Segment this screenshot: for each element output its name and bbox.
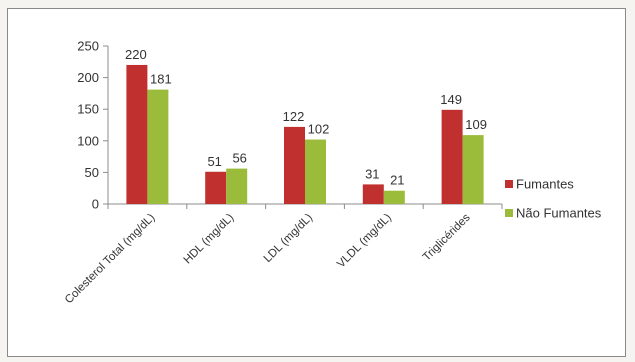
legend: Fumantes Não Fumantes <box>505 177 602 221</box>
bar-fumantes <box>205 171 227 204</box>
x-category-label: Triglicérides <box>421 211 473 263</box>
data-label-fumantes: 220 <box>125 47 147 62</box>
legend-label: Fumantes <box>516 177 574 192</box>
y-tick-label: 100 <box>77 133 99 148</box>
bars <box>126 64 484 205</box>
data-label-fumantes: 51 <box>207 154 221 169</box>
y-tick-label: 200 <box>77 70 99 85</box>
x-category-label: Colesterol Total (mg/dL) <box>63 212 158 307</box>
x-category-label: VLDL (mg/dL) <box>335 212 394 271</box>
data-label-fumantes: 149 <box>440 92 462 107</box>
x-axis: Colesterol Total (mg/dL) HDL (mg/dL) LDL (… <box>63 203 503 307</box>
bar-fumantes <box>441 109 463 204</box>
data-label-fumantes: 122 <box>283 109 305 124</box>
y-tick-label: 0 <box>92 197 99 212</box>
bar-nao-fumantes <box>147 89 169 204</box>
y-tick-label: 250 <box>77 39 99 54</box>
x-category-label: HDL (mg/dL) <box>182 212 237 267</box>
legend-swatch <box>505 180 513 188</box>
bar-fumantes <box>362 184 384 204</box>
y-tick-label: 50 <box>85 165 99 180</box>
bar-nao-fumantes <box>383 190 405 204</box>
legend-swatch <box>505 209 513 217</box>
data-label-nao-fumantes: 21 <box>390 173 404 188</box>
data-label-nao-fumantes: 102 <box>308 122 330 137</box>
x-category-label: LDL (mg/dL) <box>262 212 315 265</box>
data-label-nao-fumantes: 181 <box>150 72 172 87</box>
bar-fumantes <box>284 126 305 204</box>
bar-nao-fumantes <box>305 139 326 204</box>
data-label-nao-fumantes: 56 <box>232 151 246 166</box>
bar-fumantes <box>126 64 148 205</box>
legend-label: Não Fumantes <box>516 206 602 221</box>
bar-nao-fumantes <box>462 135 484 204</box>
y-tick-label: 150 <box>77 102 99 117</box>
bar-nao-fumantes <box>226 168 248 204</box>
data-label-nao-fumantes: 109 <box>465 117 487 132</box>
y-axis: 0 50 100 150 200 250 <box>77 39 109 212</box>
data-label-fumantes: 31 <box>365 166 379 181</box>
